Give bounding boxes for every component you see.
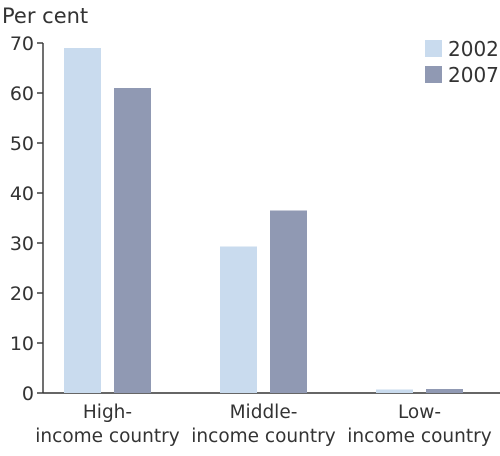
y-tick-label: 70 [10,33,34,55]
y-tick-label: 30 [10,233,34,255]
x-axis-labels: High-income country Middle-income country… [35,402,491,447]
legend-swatch-2007 [425,66,442,83]
x-tick-label: High- [83,402,132,423]
bar-2002-1 [220,246,257,393]
x-tick-label: Middle- [230,402,298,423]
y-tick-label: 10 [10,333,34,355]
bar-2007-2 [426,389,463,393]
x-tick-label: income country [191,426,335,447]
x-tick-label: income country [35,426,179,447]
bar-2002-0 [64,48,101,393]
y-tick-label: 50 [10,133,34,155]
x-tick-label: Low- [398,402,441,423]
bars [64,48,463,393]
legend-label: 2002 [448,37,499,61]
bar-2002-2 [376,389,413,393]
y-tick-label: 20 [10,283,34,305]
legend-swatch-2002 [425,40,442,57]
y-tick-label: 60 [10,83,34,105]
bar-2007-0 [114,88,151,393]
bar-2007-1 [270,210,307,393]
y-tick-label: 40 [10,183,34,205]
y-tick-label: 0 [22,383,34,405]
legend-label: 2007 [448,63,499,87]
y-axis-label: Per cent [2,4,88,28]
x-tick-label: income country [347,426,491,447]
